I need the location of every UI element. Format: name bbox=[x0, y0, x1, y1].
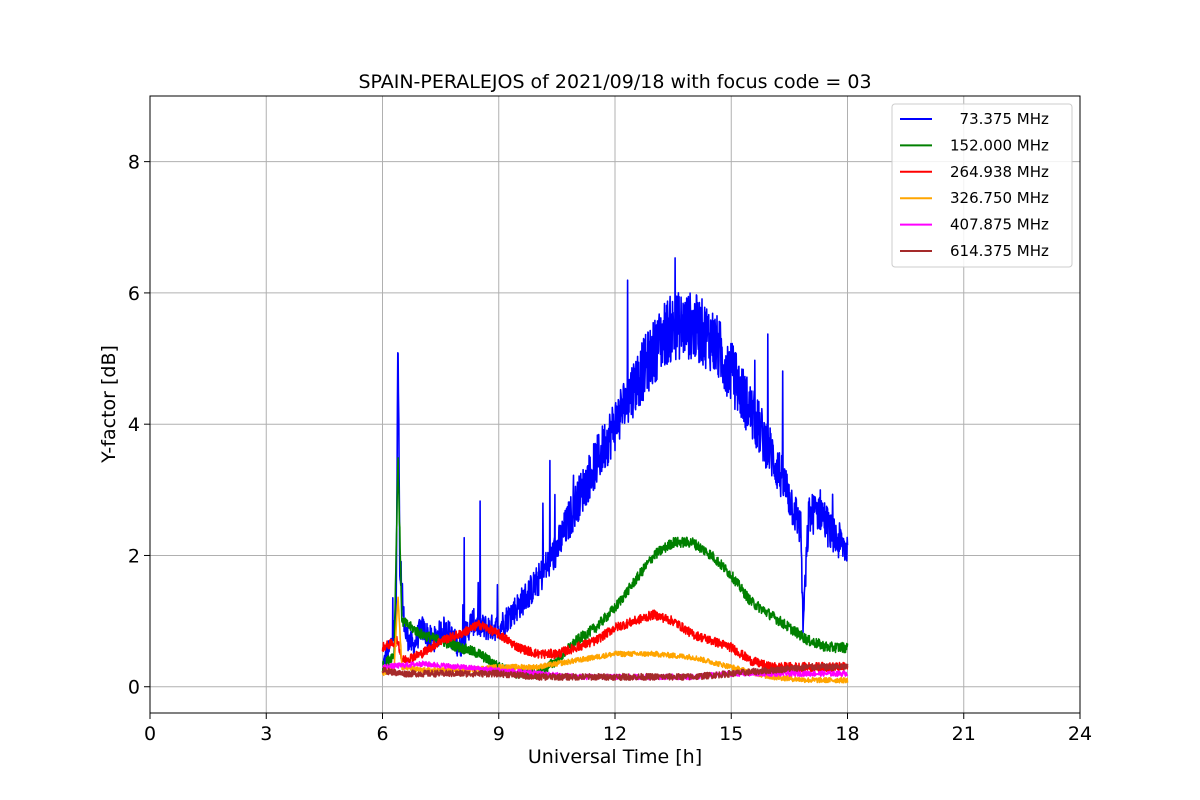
tick-marks bbox=[144, 161, 1081, 719]
y-tick-label: 2 bbox=[128, 545, 140, 567]
y-tick-label: 4 bbox=[128, 414, 140, 436]
legend-label: 326.750 MHz bbox=[950, 189, 1049, 207]
legend-box bbox=[891, 103, 1073, 268]
x-tick-label: 12 bbox=[603, 723, 627, 745]
x-tick-label: 0 bbox=[144, 723, 156, 745]
y-tick-label: 0 bbox=[128, 677, 140, 699]
x-tick-label: 9 bbox=[493, 723, 505, 745]
y-tick-label: 8 bbox=[128, 152, 140, 174]
series-line bbox=[381, 663, 849, 681]
x-tick-label: 15 bbox=[719, 723, 743, 745]
legend-label: 264.938 MHz bbox=[950, 163, 1049, 181]
legend-label: 73.375 MHz bbox=[950, 110, 1049, 128]
x-tick-label: 3 bbox=[260, 723, 272, 745]
legend: 73.375 MHz 152.000 MHz 264.938 MHz 326.750 … bbox=[891, 103, 1073, 268]
chart-title: SPAIN-PERALEJOS of 2021/09/18 with focus… bbox=[358, 71, 871, 93]
legend-label: 614.375 MHz bbox=[950, 242, 1049, 260]
x-tick-label: 24 bbox=[1068, 723, 1092, 745]
series-line bbox=[381, 257, 849, 673]
series-line bbox=[381, 457, 849, 680]
x-tick-label: 21 bbox=[952, 723, 976, 745]
series-line bbox=[381, 609, 849, 673]
legend-label: 407.875 MHz bbox=[950, 216, 1049, 234]
legend-label: 152.000 MHz bbox=[950, 136, 1049, 154]
y-tick-label: 6 bbox=[128, 283, 140, 305]
x-tick-label: 6 bbox=[376, 723, 388, 745]
x-axis-label: Universal Time [h] bbox=[528, 746, 702, 768]
y-axis-label: Y-factor [dB] bbox=[98, 345, 120, 464]
series-layer bbox=[381, 257, 849, 684]
x-tick-label: 18 bbox=[835, 723, 859, 745]
